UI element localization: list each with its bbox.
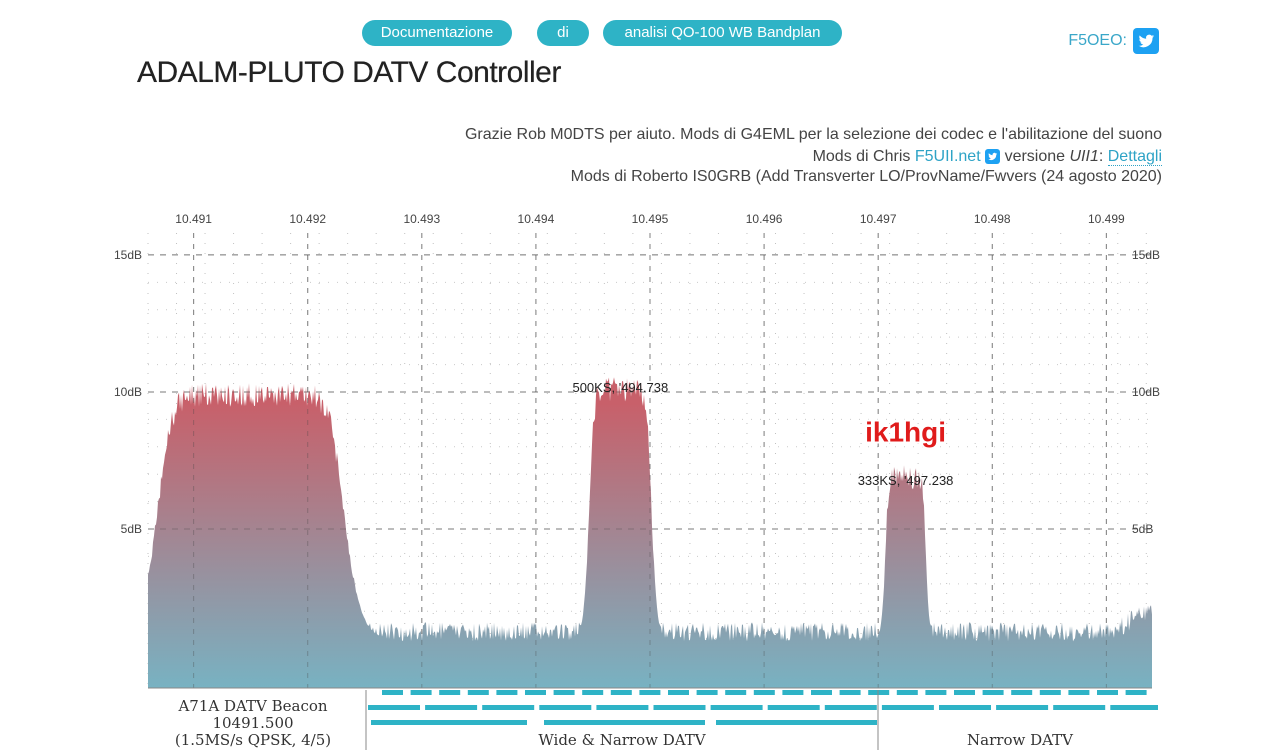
twitter-icon[interactable] — [985, 149, 1001, 165]
band-channel-segment — [782, 690, 804, 695]
x-tick-label: 10.494 — [518, 212, 555, 226]
y-tick-label-right: 15dB — [1132, 248, 1160, 262]
band-channel-segment — [996, 705, 1049, 710]
f5oeo-link[interactable]: F5OEO: — [1068, 28, 1159, 54]
band-channel-segment — [982, 690, 1004, 695]
peak-label: 500KS, '494.738 — [572, 380, 668, 395]
band-channel-segment — [467, 690, 489, 695]
band-channel-segment — [410, 690, 432, 695]
band-channel-segment — [925, 690, 947, 695]
band-channel-segment — [496, 690, 518, 695]
band-channel-segment — [767, 705, 820, 710]
band-channel-segment — [544, 720, 705, 725]
band-channel-segment — [1053, 705, 1106, 710]
documentation-button[interactable]: Documentazione — [362, 20, 512, 46]
peak-label: 333KS, '497.238 — [858, 473, 954, 488]
y-tick-label-right: 5dB — [1132, 522, 1153, 536]
band-channel-segment — [425, 705, 478, 710]
band-channel-segment — [725, 690, 747, 695]
band-channel-segment — [1011, 690, 1033, 695]
version-text: versione — [1004, 148, 1066, 165]
band-channel-segment — [1097, 690, 1118, 695]
x-tick-label: 10.499 — [1088, 212, 1125, 226]
band-channel-segment — [525, 690, 546, 695]
band-wide-narrow-label: Wide & Narrow DATV — [538, 731, 706, 749]
band-channel-segment — [710, 705, 763, 710]
bandplan-analysis-button[interactable]: analisi QO-100 WB Bandplan — [603, 20, 842, 46]
band-narrow-label: Narrow DATV — [967, 731, 1074, 749]
x-tick-label: 10.498 — [974, 212, 1011, 226]
band-channel-segment — [811, 690, 832, 695]
y-tick-label-left: 15dB — [114, 248, 142, 262]
band-channel-segment — [439, 690, 461, 695]
band-channel-segment — [896, 690, 918, 695]
credit-prefix: Mods di Chris — [812, 148, 911, 165]
band-channel-segment — [639, 690, 661, 695]
x-tick-label: 10.493 — [403, 212, 440, 226]
band-channel-segment — [653, 705, 706, 710]
band-channel-segment — [1110, 705, 1158, 710]
y-tick-label-left: 10dB — [114, 385, 142, 399]
x-tick-label: 10.491 — [175, 212, 212, 226]
f5oeo-label: F5OEO: — [1068, 32, 1127, 49]
credit-line-1: Grazie Rob M0DTS per aiuto. Mods di G4EM… — [464, 126, 1162, 143]
details-link[interactable]: Dettagli — [1107, 148, 1162, 166]
band-channel-segment — [753, 690, 775, 695]
band-channel-segment — [696, 690, 718, 695]
credit-line-2: Mods di Chris F5UII.net versione UII1: D… — [813, 148, 1162, 166]
x-tick-label: 10.492 — [289, 212, 326, 226]
credit-line-3: Mods di Roberto IS0GRB (Add Transverter … — [570, 168, 1162, 185]
band-channel-segment — [868, 690, 890, 695]
version-colon: : — [1098, 148, 1104, 165]
band-beacon-label: 10491.500 — [212, 714, 293, 732]
band-channel-segment — [368, 705, 420, 710]
callsign-label: ik1hgi — [865, 416, 946, 447]
band-channel-segment — [839, 690, 861, 695]
band-channel-segment — [582, 690, 604, 695]
band-channel-segment — [1125, 690, 1147, 695]
band-channel-segment — [716, 720, 877, 725]
band-beacon-label: (1.5MS/s QPSK, 4/5) — [175, 731, 331, 749]
band-channel-segment — [539, 705, 592, 710]
band-channel-segment — [954, 690, 975, 695]
band-channel-segment — [939, 705, 991, 710]
x-tick-label: 10.496 — [746, 212, 783, 226]
y-tick-label-right: 10dB — [1132, 385, 1160, 399]
di-button[interactable]: di — [537, 20, 589, 46]
spectrum-area — [148, 377, 1152, 688]
band-channel-segment — [371, 720, 527, 725]
x-tick-label: 10.495 — [632, 212, 669, 226]
band-channel-segment — [824, 705, 877, 710]
band-channel-segment — [553, 690, 575, 695]
band-channel-segment — [610, 690, 632, 695]
y-tick-label-left: 5dB — [121, 522, 142, 536]
band-channel-segment — [382, 690, 403, 695]
f5uii-link[interactable]: F5UII.net — [914, 148, 981, 165]
band-channel-segment — [596, 705, 649, 710]
band-channel-segment — [1068, 690, 1090, 695]
band-channel-segment — [1039, 690, 1061, 695]
page-title: ADALM-PLUTO DATV Controller — [137, 56, 561, 89]
band-beacon-label: A71A DATV Beacon — [177, 697, 327, 715]
x-tick-label: 10.497 — [860, 212, 897, 226]
band-channel-segment — [668, 690, 689, 695]
band-channel-segment — [881, 705, 934, 710]
band-channel-segment — [482, 705, 535, 710]
version-value: UII1 — [1069, 148, 1099, 165]
twitter-icon[interactable] — [1133, 28, 1159, 54]
